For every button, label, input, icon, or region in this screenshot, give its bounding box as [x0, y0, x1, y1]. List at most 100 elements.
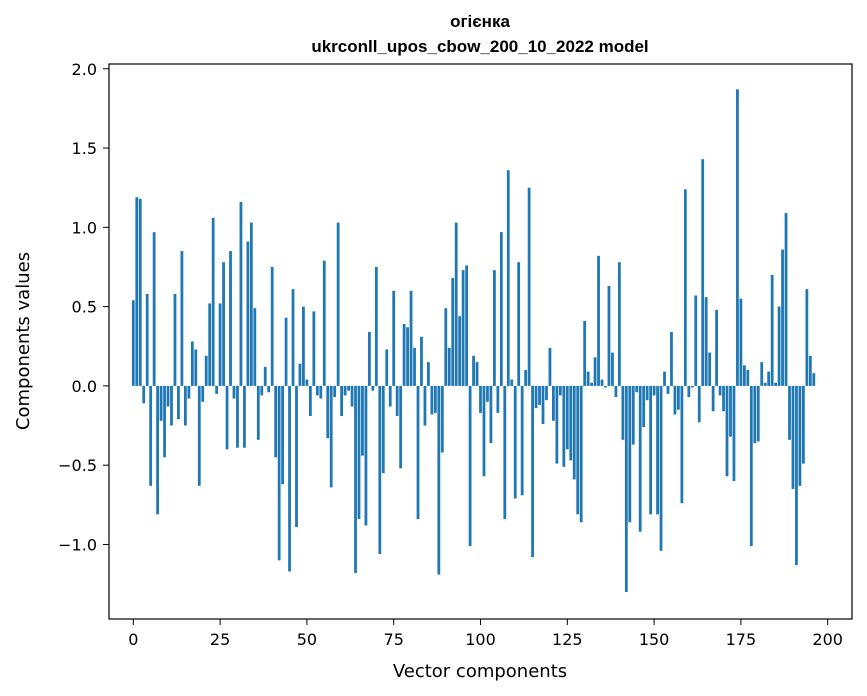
bar-111 [517, 262, 521, 386]
bar-0 [131, 300, 135, 386]
bar-117 [538, 385, 541, 405]
bar-8 [159, 385, 163, 421]
bar-7 [156, 385, 159, 515]
bar-182 [763, 382, 767, 386]
bar-131 [586, 371, 590, 386]
bar-120 [548, 347, 552, 386]
bar-35 [253, 308, 257, 386]
bar-128 [576, 385, 580, 515]
bar-155 [670, 331, 673, 386]
bar-167 [711, 385, 715, 412]
x-axis-ticks: 0 25 50 75 100 125 150 175 200 [128, 619, 843, 649]
bar-192 [798, 385, 802, 486]
bar-86 [430, 385, 434, 415]
bar-102 [486, 385, 489, 402]
bar-95 [461, 270, 465, 386]
bar-12 [173, 293, 177, 386]
bar-160 [687, 385, 691, 397]
bar-153 [663, 371, 666, 386]
bar-125 [565, 385, 569, 450]
bar-164 [701, 159, 705, 386]
bar-55 [322, 260, 326, 386]
y-tick-label-4: 1.0 [72, 218, 97, 237]
bar-114 [527, 187, 531, 386]
bar-130 [583, 320, 587, 386]
x-tick-label-25: 25 [210, 630, 230, 649]
bar-92 [451, 278, 455, 386]
bar-93 [454, 222, 458, 386]
y-tick-label-2: 0.0 [72, 377, 97, 396]
bar-13 [177, 385, 180, 420]
bar-188 [784, 213, 788, 386]
y-tick-label-6: 2.0 [72, 60, 97, 79]
bar-185 [774, 382, 778, 386]
bar-108 [506, 170, 510, 386]
bar-80 [409, 290, 413, 386]
bar-34 [249, 222, 253, 386]
bar-73 [385, 349, 389, 386]
bar-106 [499, 232, 503, 386]
y-tick-label-5: 1.5 [72, 139, 97, 158]
bar-141 [621, 385, 625, 440]
bar-28 [229, 251, 232, 386]
bar-112 [520, 385, 524, 496]
bar-25 [218, 303, 222, 386]
bar-77 [399, 385, 403, 469]
bar-51 [308, 385, 312, 417]
bar-124 [562, 385, 566, 467]
bar-151 [656, 385, 659, 515]
bar-100 [479, 385, 482, 413]
bar-4 [145, 293, 149, 386]
bar-132 [590, 382, 593, 386]
bar-183 [767, 371, 771, 386]
bar-75 [392, 290, 396, 386]
bar-110 [513, 385, 517, 499]
bar-17 [190, 341, 194, 386]
bar-121 [552, 385, 555, 421]
bar-27 [225, 385, 229, 450]
bar-78 [402, 324, 406, 386]
bar-58 [333, 385, 337, 397]
bar-70 [374, 266, 378, 386]
bar-103 [489, 385, 493, 443]
bar-113 [524, 370, 528, 386]
bar-178 [749, 385, 753, 547]
bar-133 [593, 357, 597, 386]
bar-48 [298, 363, 302, 386]
x-tick-label-200: 200 [812, 630, 843, 649]
bar-10 [166, 385, 170, 407]
bar-166 [708, 352, 712, 386]
bar-68 [368, 331, 371, 386]
bar-127 [572, 385, 576, 480]
bar-23 [211, 217, 215, 386]
bar-63 [350, 385, 354, 407]
bar-22 [208, 303, 212, 386]
y-tick-label-1: −0.5 [58, 456, 97, 475]
bar-94 [458, 316, 462, 386]
x-axis-label: Vector components [393, 661, 567, 682]
bar-88 [437, 385, 441, 575]
bar-72 [381, 385, 385, 474]
bar-37 [260, 385, 264, 396]
bar-149 [649, 385, 653, 515]
bar-186 [777, 306, 781, 386]
bar-56 [326, 385, 330, 439]
bar-122 [555, 385, 559, 464]
bar-157 [677, 385, 680, 410]
bar-67 [364, 385, 368, 526]
bar-148 [645, 385, 649, 401]
bar-134 [597, 255, 600, 386]
bar-147 [642, 385, 646, 428]
bar-71 [378, 385, 382, 554]
bar-40 [270, 266, 274, 386]
bar-168 [715, 309, 718, 386]
x-tick-label-100: 100 [465, 630, 496, 649]
bar-32 [243, 385, 246, 448]
bar-52 [312, 311, 316, 386]
bar-46 [291, 289, 295, 386]
bar-26 [222, 262, 225, 386]
bar-44 [284, 317, 288, 386]
bar-43 [281, 385, 284, 485]
bar-136 [604, 385, 607, 388]
